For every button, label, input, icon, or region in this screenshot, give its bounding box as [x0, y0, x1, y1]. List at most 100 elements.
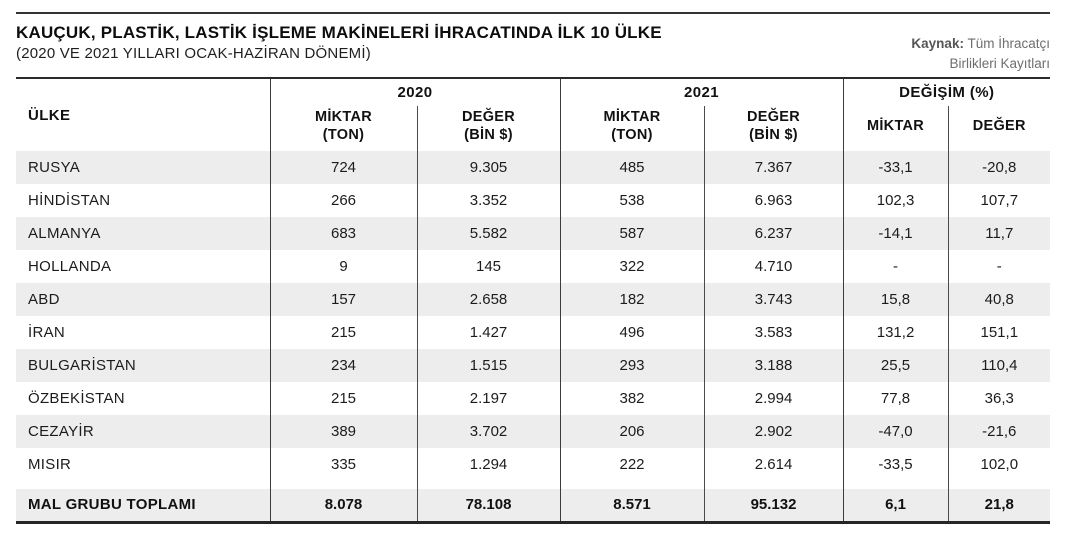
- value-cell: 131,2: [842, 316, 949, 349]
- column-header-2020-value: DEĞER (BİN $): [416, 106, 561, 151]
- value-cell: -33,1: [842, 151, 949, 184]
- table-body: RUSYA 724 9.305 485 7.367 -33,1 -20,8 Hİ…: [16, 151, 1051, 522]
- value-cell: -33,5: [842, 448, 949, 481]
- value-cell: 107,7: [947, 184, 1051, 217]
- table-row: HOLLANDA 9 145 322 4.710 - -: [16, 250, 1051, 283]
- header-line: DEĞER: [461, 109, 516, 126]
- table-row: HİNDİSTAN 266 3.352 538 6.963 102,3 107,…: [16, 184, 1051, 217]
- total-value-cell: 6,1: [842, 489, 949, 522]
- value-cell: 2.994: [703, 382, 844, 415]
- value-cell: 11,7: [947, 217, 1051, 250]
- total-label-cell: MAL GRUBU TOPLAMI: [16, 489, 270, 522]
- value-cell: 5.582: [416, 217, 561, 250]
- value-cell: 6.237: [703, 217, 844, 250]
- column-header-2021-value: DEĞER (BİN $): [703, 106, 844, 151]
- value-cell: 485: [559, 151, 705, 184]
- source-note: Kaynak: Tüm İhracatçı Birlikleri Kayıtla…: [911, 34, 1050, 73]
- header-line: (BİN $): [464, 126, 513, 143]
- table-header: ÜLKE 2020 2021 DEĞİŞİM (%) MİKTAR (TON) D…: [16, 78, 1051, 151]
- value-cell: 293: [559, 349, 705, 382]
- spacer-cell: [269, 481, 417, 489]
- country-cell: BULGARİSTAN: [16, 349, 270, 382]
- header-sub-row: MİKTAR (TON) DEĞER (BİN $) MİKTAR (TON) DEĞ…: [16, 106, 1051, 151]
- header-line: (BİN $): [749, 126, 798, 143]
- header-line: MİKTAR: [603, 109, 661, 126]
- value-cell: 3.583: [703, 316, 844, 349]
- spacer-row: [16, 481, 1051, 489]
- value-cell: 157: [269, 283, 417, 316]
- source-text-1: Tüm İhracatçı: [967, 36, 1050, 51]
- value-cell: 151,1: [947, 316, 1051, 349]
- country-cell: ÖZBEKİSTAN: [28, 390, 125, 407]
- header-line: (TON): [611, 126, 653, 143]
- total-value-cell: 8.078: [269, 489, 417, 522]
- value-cell: -20,8: [947, 151, 1051, 184]
- column-header-2020-amount: MİKTAR (TON): [269, 106, 417, 151]
- export-table: ÜLKE 2020 2021 DEĞİŞİM (%) MİKTAR (TON) D…: [16, 77, 1051, 524]
- spacer-cell: [559, 481, 705, 489]
- total-value-cell: 78.108: [416, 489, 561, 522]
- column-header-country: ÜLKE: [28, 106, 71, 124]
- value-cell: 538: [559, 184, 705, 217]
- country-cell: RUSYA: [16, 151, 270, 184]
- table-row: ABD 157 2.658 182 3.743 15,8 40,8: [16, 283, 1051, 316]
- total-value-cell: 8.571: [559, 489, 705, 522]
- column-group-change: DEĞİŞİM (%): [842, 78, 1051, 106]
- country-cell: HOLLANDA: [28, 258, 112, 275]
- value-cell: 2.902: [703, 415, 844, 448]
- header-line: DEĞER: [746, 109, 801, 126]
- column-group-2020: 2020: [269, 78, 561, 106]
- value-cell: 3.743: [703, 283, 844, 316]
- country-cell: İRAN: [28, 324, 66, 341]
- spacer-cell: [947, 481, 1051, 489]
- value-cell: 683: [269, 217, 417, 250]
- column-header-change-amount: MİKTAR: [842, 106, 949, 151]
- value-cell: -: [842, 250, 949, 283]
- spacer-cell: [842, 481, 949, 489]
- table-row: İRAN 215 1.427 496 3.583 131,2 151,1: [16, 316, 1051, 349]
- value-cell: 3.702: [416, 415, 561, 448]
- value-cell: -14,1: [842, 217, 949, 250]
- column-group-2021: 2021: [559, 78, 844, 106]
- value-cell: 15,8: [842, 283, 949, 316]
- value-cell: 25,5: [842, 349, 949, 382]
- country-cell: HİNDİSTAN: [28, 192, 111, 209]
- source-label: Kaynak:: [911, 36, 964, 51]
- value-cell: 182: [559, 283, 705, 316]
- value-cell: 215: [269, 316, 417, 349]
- value-cell: -47,0: [842, 415, 949, 448]
- value-cell: 9: [269, 250, 417, 283]
- value-cell: 496: [559, 316, 705, 349]
- country-cell: ABD: [16, 283, 270, 316]
- value-cell: 382: [559, 382, 705, 415]
- page-subtitle: (2020 VE 2021 YILLARI OCAK-HAZİRAN DÖNEM…: [16, 45, 371, 63]
- header-line: (TON): [322, 126, 365, 143]
- table-row: CEZAYİR 389 3.702 206 2.902 -47,0 -21,6: [16, 415, 1051, 448]
- value-cell: -: [947, 250, 1051, 283]
- value-cell: 3.352: [416, 184, 561, 217]
- table-row: ALMANYA 683 5.582 587 6.237 -14,1 11,7: [16, 217, 1051, 250]
- value-cell: 587: [559, 217, 705, 250]
- value-cell: 77,8: [842, 382, 949, 415]
- spacer-cell: [703, 481, 844, 489]
- value-cell: 145: [416, 250, 561, 283]
- value-cell: 234: [269, 349, 417, 382]
- value-cell: 1.427: [416, 316, 561, 349]
- total-row: MAL GRUBU TOPLAMI 8.078 78.108 8.571 95.…: [16, 489, 1051, 522]
- table-row: BULGARİSTAN 234 1.515 293 3.188 25,5 110…: [16, 349, 1051, 382]
- page-title: KAUÇUK, PLASTİK, LASTİK İŞLEME MAKİNELER…: [16, 23, 662, 42]
- value-cell: 266: [269, 184, 417, 217]
- table-row: MISIR 335 1.294 222 2.614 -33,5 102,0: [16, 448, 1051, 481]
- value-cell: 6.963: [703, 184, 844, 217]
- table-row: ÖZBEKİSTAN 215 2.197 382 2.994 77,8 36,3: [16, 382, 1051, 415]
- header-group-row: ÜLKE 2020 2021 DEĞİŞİM (%): [16, 78, 1051, 124]
- value-cell: 724: [269, 151, 417, 184]
- total-value-cell: 21,8: [947, 489, 1051, 522]
- header-line: MİKTAR: [314, 109, 373, 126]
- value-cell: 2.614: [703, 448, 844, 481]
- value-cell: 102,0: [947, 448, 1051, 481]
- spacer-cell: [16, 481, 270, 489]
- country-cell: ALMANYA: [16, 217, 270, 250]
- table-row: RUSYA 724 9.305 485 7.367 -33,1 -20,8: [16, 151, 1051, 184]
- column-header-2021-amount: MİKTAR (TON): [559, 106, 705, 151]
